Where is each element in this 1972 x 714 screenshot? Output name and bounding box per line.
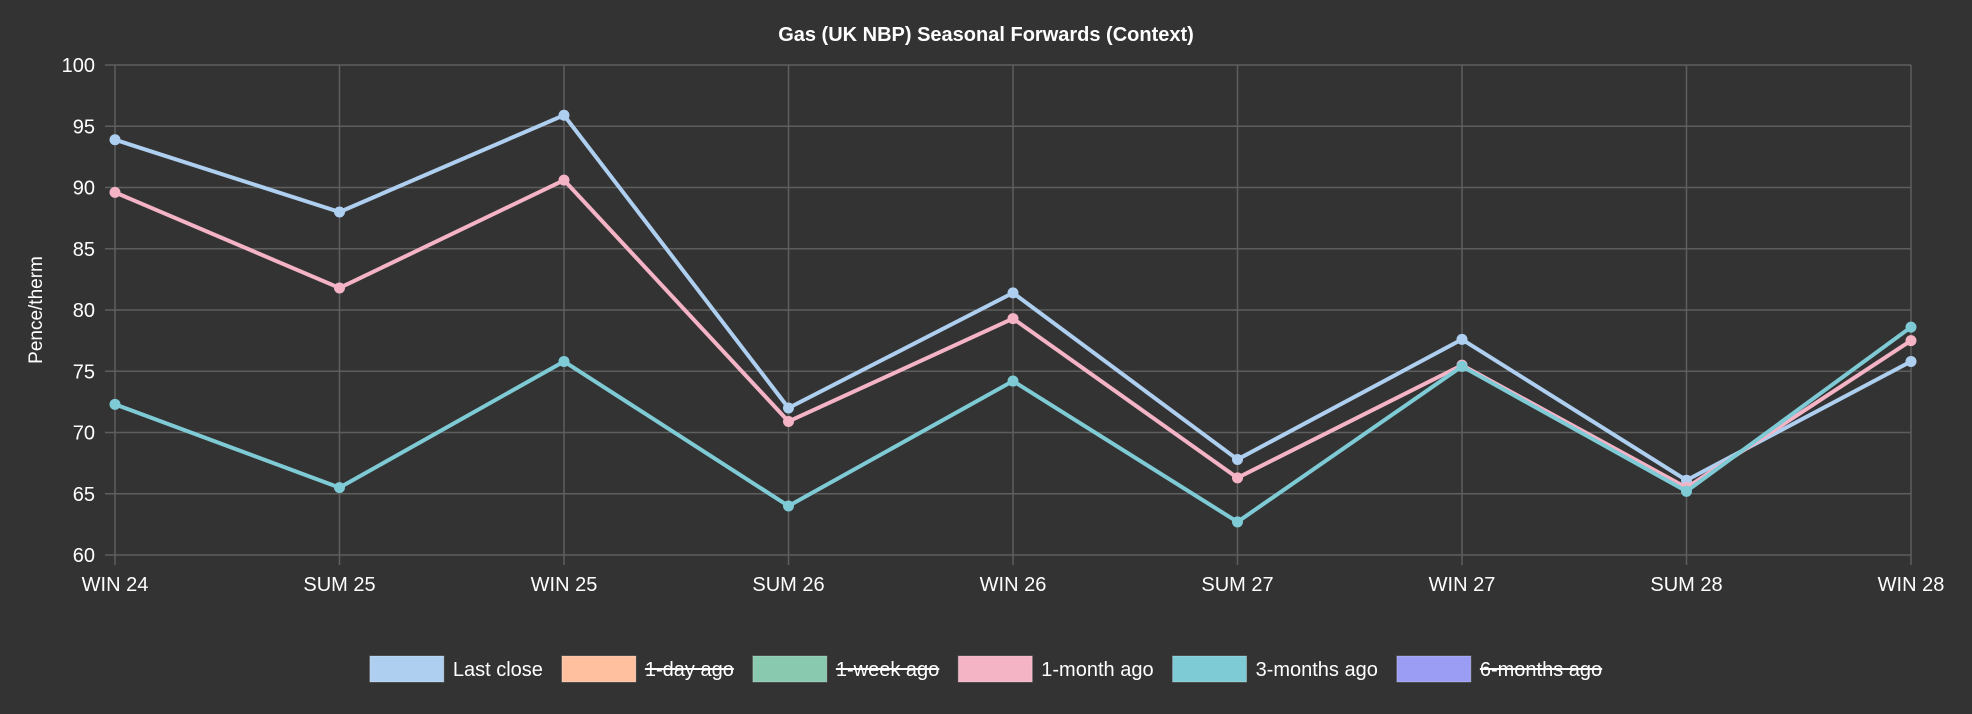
legend-item[interactable]: 1-day ago [561,655,734,683]
y-tick-label: 60 [73,545,95,567]
legend-item[interactable]: 3-months ago [1172,655,1378,683]
legend-swatch [1172,655,1248,683]
legend-item[interactable]: 1-week ago [752,655,940,683]
data-point[interactable] [109,186,121,198]
data-point[interactable] [109,398,121,410]
series-lines [109,109,1917,528]
data-point[interactable] [109,134,121,146]
y-tick-label: 90 [73,178,95,200]
data-point[interactable] [1232,472,1243,484]
data-point[interactable] [1905,321,1917,333]
y-axis-ticks: 60 65 70 75 80 85 90 95 100 [62,55,95,567]
data-point[interactable] [558,355,570,367]
y-tick-label: 80 [73,300,95,322]
legend-item[interactable]: Last close [369,655,543,683]
legend-swatch [752,655,828,683]
y-tick-label: 85 [73,239,95,261]
series-last-close [109,109,1917,486]
legend-item[interactable]: 6-months ago [1396,655,1603,683]
legend-label: 1-month ago [1041,659,1153,681]
data-point[interactable] [1456,360,1468,372]
legend-swatch [369,655,445,683]
data-point[interactable] [1232,453,1243,465]
x-tick-label: SUM 25 [303,574,375,596]
data-point[interactable] [1681,485,1692,497]
x-tick-label: SUM 27 [1201,574,1273,596]
y-axis-label: Pence/therm [26,256,47,364]
data-point[interactable] [1007,313,1019,325]
x-tick-label: WIN 28 [1878,574,1945,596]
y-tick-label: 70 [73,423,95,445]
data-point[interactable] [1905,335,1917,347]
data-point[interactable] [1232,516,1243,528]
x-tick-label: WIN 25 [531,574,598,596]
y-tick-label: 65 [73,484,95,506]
data-point[interactable] [1456,333,1468,345]
data-point[interactable] [334,206,345,218]
x-axis-ticks: WIN 24 SUM 25 WIN 25 SUM 26 WIN 26 SUM 27 WIN … [82,574,1945,596]
x-tick-label: WIN 27 [1429,574,1496,596]
data-point[interactable] [1007,287,1019,299]
y-tick-label: 100 [62,55,95,77]
x-tick-label: SUM 26 [752,574,824,596]
grid [105,64,1912,565]
y-tick-label: 75 [73,361,95,383]
chart-title: Gas (UK NBP) Seasonal Forwards (Context) [778,24,1194,46]
legend: Last close 1-day ago 1-week ago 1-month ago… [369,655,1603,683]
data-point[interactable] [1905,355,1917,367]
data-point[interactable] [334,282,345,294]
x-tick-label: SUM 28 [1650,574,1722,596]
legend-label: 3-months ago [1256,659,1378,681]
x-tick-label: WIN 26 [980,574,1047,596]
series-3-months-ago [109,321,1917,528]
data-point[interactable] [783,415,794,427]
legend-swatch [957,655,1033,683]
legend-swatch [1396,655,1472,683]
data-point[interactable] [334,482,345,494]
legend-swatch [561,655,637,683]
data-point[interactable] [783,500,794,512]
legend-label: Last close [453,659,543,681]
legend-item[interactable]: 1-month ago [957,655,1154,683]
data-point[interactable] [783,402,794,414]
x-tick-label: WIN 24 [82,574,149,596]
y-tick-label: 95 [73,116,95,138]
data-point[interactable] [558,174,570,186]
data-point[interactable] [1007,375,1019,387]
data-point[interactable] [558,109,570,121]
